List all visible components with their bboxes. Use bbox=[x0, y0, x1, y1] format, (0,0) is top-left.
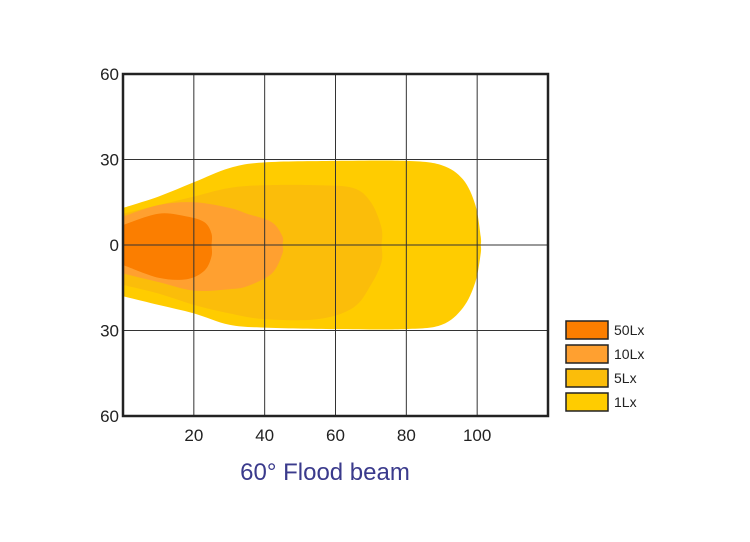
legend-swatch-5lx bbox=[565, 368, 609, 388]
legend: 50Lx 10Lx 5Lx 1Lx bbox=[565, 320, 644, 412]
legend-label: 5Lx bbox=[614, 370, 637, 386]
chart-caption: 60° Flood beam bbox=[240, 459, 410, 486]
y-tick-label: 30 bbox=[100, 151, 119, 170]
x-tick-label: 80 bbox=[397, 426, 416, 445]
x-tick-label: 60 bbox=[326, 426, 345, 445]
legend-swatch-10lx bbox=[565, 344, 609, 364]
x-tick-label: 100 bbox=[463, 426, 491, 445]
legend-label: 10Lx bbox=[614, 346, 644, 362]
plot-frame bbox=[121, 72, 550, 418]
y-tick-label: 0 bbox=[110, 236, 119, 255]
isolux-area-50lx bbox=[123, 213, 213, 280]
x-tick-label: 20 bbox=[184, 426, 203, 445]
y-tick-label: 30 bbox=[100, 322, 119, 341]
x-tick-labels: 20 40 60 80 100 bbox=[184, 426, 491, 445]
legend-swatch-1lx bbox=[565, 392, 609, 412]
y-tick-label: 60 bbox=[100, 65, 119, 84]
legend-swatch-50lx bbox=[565, 320, 609, 340]
x-tick-label: 40 bbox=[255, 426, 274, 445]
legend-label: 50Lx bbox=[614, 322, 644, 338]
y-tick-labels: 60 30 0 30 60 bbox=[100, 65, 119, 426]
y-tick-label: 60 bbox=[100, 407, 119, 426]
grid-lines bbox=[123, 74, 548, 416]
legend-label: 1Lx bbox=[614, 394, 637, 410]
